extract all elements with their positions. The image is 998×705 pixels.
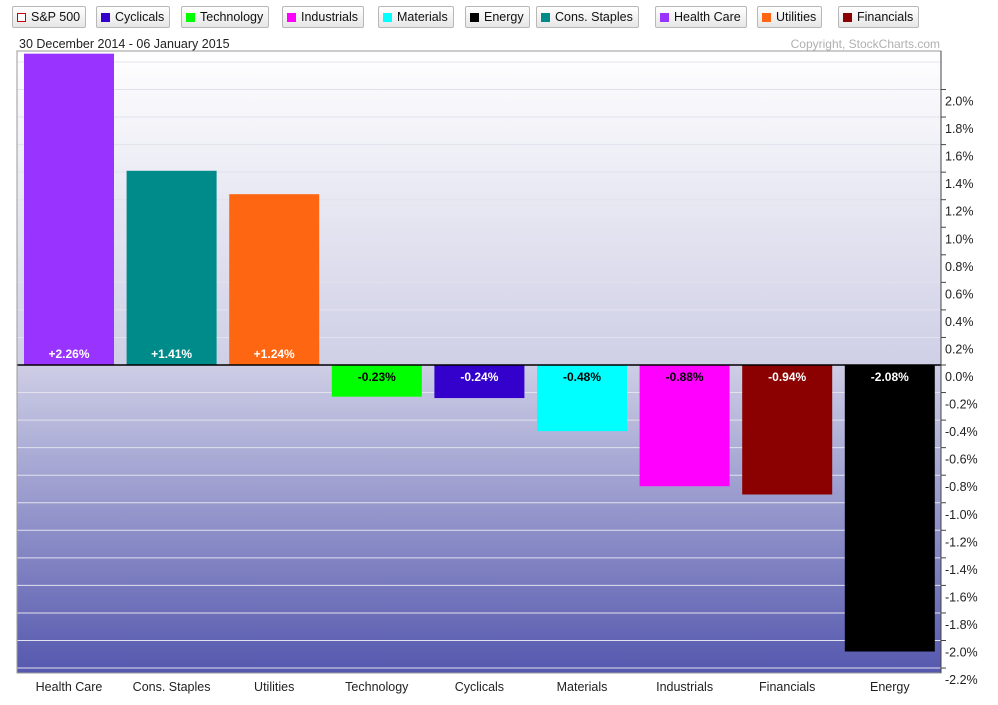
bar <box>844 365 935 652</box>
legend-swatch <box>383 13 392 22</box>
bar <box>537 365 627 432</box>
y-tick-label: -1.4% <box>945 563 978 577</box>
copyright: Copyright, StockCharts.com <box>791 37 940 51</box>
legend-swatch <box>541 13 550 22</box>
bar-value-label: -0.88% <box>666 370 704 384</box>
legend-item-financials[interactable]: Financials <box>838 6 920 28</box>
legend-item-energy[interactable]: Energy <box>465 6 530 28</box>
bar <box>434 365 525 399</box>
legend-item-technology[interactable]: Technology <box>181 6 270 28</box>
y-tick-label: -0.8% <box>945 480 978 494</box>
legend-swatch <box>186 13 195 22</box>
legend-swatch <box>470 13 479 22</box>
bar <box>126 170 217 365</box>
y-tick-label: 1.8% <box>945 122 974 136</box>
y-tick-label: 2.0% <box>945 95 974 109</box>
bar <box>331 365 422 397</box>
legend-label: Health Care <box>674 10 741 24</box>
legend-label: Energy <box>484 10 524 24</box>
legend-label: Technology <box>200 10 264 24</box>
bar <box>24 53 114 366</box>
y-tick-label: -0.2% <box>945 398 978 412</box>
y-tick-label: 0.6% <box>945 287 974 301</box>
legend-item-cyclicals[interactable]: Cyclicals <box>96 6 171 28</box>
legend-swatch <box>762 13 771 22</box>
bar-value-label: -0.24% <box>460 370 498 384</box>
legend-swatch <box>287 13 296 22</box>
legend-item-s-p-500[interactable]: S&P 500 <box>12 6 87 28</box>
y-tick-label: 1.0% <box>945 232 974 246</box>
x-tick-label: Financials <box>759 680 815 694</box>
y-tick-label: 1.2% <box>945 205 974 219</box>
y-tick-label: 0.8% <box>945 260 974 274</box>
legend-item-industrials[interactable]: Industrials <box>282 6 364 28</box>
legend-label: Cyclicals <box>115 10 165 24</box>
x-tick-label: Utilities <box>254 680 294 694</box>
bar-value-label: +1.24% <box>254 347 295 361</box>
legend-label: Financials <box>857 10 914 24</box>
legend-swatch <box>660 13 669 22</box>
date-range: 30 December 2014 - 06 January 2015 <box>19 37 230 51</box>
x-tick-label: Industrials <box>656 680 713 694</box>
y-tick-label: -0.4% <box>945 425 978 439</box>
legend-item-cons-staples[interactable]: Cons. Staples <box>536 6 639 28</box>
y-tick-label: -2.2% <box>945 673 978 687</box>
bar-value-label: +1.41% <box>151 347 192 361</box>
legend-label: Materials <box>397 10 448 24</box>
y-tick-label: 1.4% <box>945 177 974 191</box>
legend-label: Industrials <box>301 10 358 24</box>
y-tick-label: -1.6% <box>945 590 978 604</box>
y-tick-label: 0.4% <box>945 315 974 329</box>
x-tick-label: Energy <box>870 680 910 694</box>
bar-value-label: +2.26% <box>48 347 89 361</box>
y-tick-label: 0.2% <box>945 342 974 356</box>
x-tick-label: Materials <box>557 680 608 694</box>
legend-toolbar: S&P 500 Cyclicals Technology Industrials Mat… <box>0 0 998 36</box>
bar-value-label: -2.08% <box>871 370 909 384</box>
bar <box>229 194 320 365</box>
bar-value-label: -0.48% <box>563 370 601 384</box>
legend-swatch <box>17 13 26 22</box>
bar <box>742 365 833 495</box>
legend-swatch <box>843 13 852 22</box>
legend-item-utilities[interactable]: Utilities <box>757 6 823 28</box>
x-tick-label: Health Care <box>36 680 103 694</box>
y-tick-label: -0.6% <box>945 453 978 467</box>
bar-value-label: -0.23% <box>358 370 396 384</box>
y-tick-label: -2.0% <box>945 646 978 660</box>
bar <box>639 365 730 487</box>
x-tick-label: Cyclicals <box>455 680 504 694</box>
x-tick-label: Technology <box>345 680 409 694</box>
legend-label: S&P 500 <box>31 10 81 24</box>
bar-value-label: -0.94% <box>768 370 806 384</box>
y-tick-label: 0.0% <box>945 370 974 384</box>
x-tick-label: Cons. Staples <box>133 680 211 694</box>
legend-item-health-care[interactable]: Health Care <box>655 6 747 28</box>
y-tick-label: -1.8% <box>945 618 978 632</box>
legend-label: Cons. Staples <box>555 10 633 24</box>
y-tick-label: 1.6% <box>945 150 974 164</box>
legend-swatch <box>101 13 110 22</box>
legend-label: Utilities <box>776 10 817 24</box>
legend-item-materials[interactable]: Materials <box>378 6 454 28</box>
y-tick-label: -1.2% <box>945 535 978 549</box>
y-tick-label: -1.0% <box>945 508 978 522</box>
